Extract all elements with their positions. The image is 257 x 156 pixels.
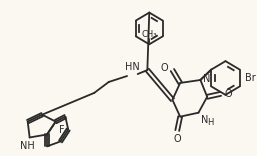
Text: NH: NH — [20, 141, 35, 151]
Text: F: F — [59, 124, 64, 134]
Text: CH₃: CH₃ — [142, 30, 157, 39]
Text: O: O — [161, 63, 169, 73]
Text: HN: HN — [125, 62, 139, 72]
Text: N: N — [201, 115, 209, 125]
Text: Br: Br — [245, 73, 255, 83]
Text: N: N — [203, 74, 211, 84]
Text: O: O — [225, 89, 232, 99]
Text: O: O — [173, 134, 181, 144]
Text: H: H — [207, 118, 214, 127]
